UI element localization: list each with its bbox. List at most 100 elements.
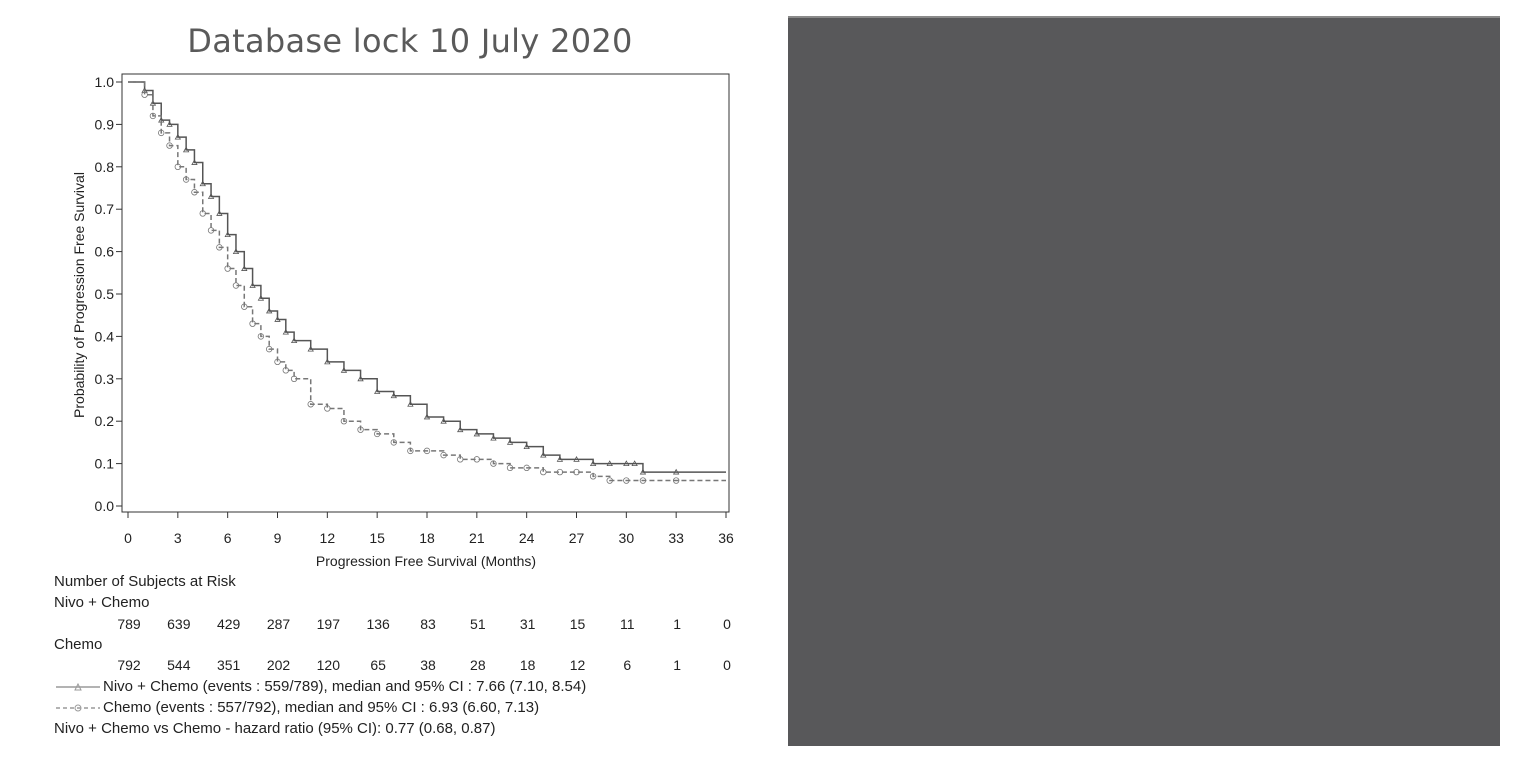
chart-title: Database lock 10 July 2020 xyxy=(187,22,633,60)
censor-mark-nivo xyxy=(490,434,497,441)
censor-mark-nivo xyxy=(290,337,298,344)
blank-gray-panel xyxy=(788,16,1500,746)
y-tick-label: 0.2 xyxy=(95,413,115,429)
censor-mark-chemo xyxy=(473,456,481,463)
censor-mark-nivo xyxy=(174,133,182,140)
at-risk-count: 31 xyxy=(519,616,536,632)
x-axis-label: Progression Free Survival (Months) xyxy=(316,553,536,569)
series-chemo-line xyxy=(128,81,726,482)
censor-mark-chemo xyxy=(556,468,564,476)
at-risk-count: 429 xyxy=(216,616,241,632)
censor-mark-chemo xyxy=(182,176,190,183)
censor-mark-nivo xyxy=(407,400,414,407)
y-tick-label: 0.9 xyxy=(95,116,115,132)
y-tick-label: 0.1 xyxy=(95,456,115,472)
censor-mark-chemo xyxy=(249,320,256,327)
censor-mark-nivo xyxy=(623,460,630,466)
censor-mark-chemo xyxy=(407,447,414,455)
km-chart: 0 3 6 9 12 15 18 21 24 27 30 33 360.00.10.20.30.40.5… xyxy=(71,73,734,569)
censor-mark-chemo xyxy=(274,358,281,366)
y-tick-label: 0.5 xyxy=(95,286,115,302)
at-risk-count: 51 xyxy=(470,616,486,632)
censor-mark-nivo xyxy=(440,417,447,424)
at-risk-count: 789 xyxy=(117,616,141,632)
censor-mark-chemo xyxy=(166,142,173,149)
at-risk-count: 0 xyxy=(723,657,731,673)
censor-mark-chemo xyxy=(241,303,248,310)
at-risk-count: 28 xyxy=(470,657,486,673)
at-risk-count: 11 xyxy=(620,616,635,632)
censor-mark-chemo xyxy=(672,477,680,484)
legend-key-nivo xyxy=(56,682,100,691)
x-tick-label: 6 xyxy=(224,530,232,546)
y-axis-label: Probability of Progression Free Survival xyxy=(71,172,87,418)
at-risk-count: 639 xyxy=(167,616,191,632)
legend-nivo: Nivo + Chemo (events : 559/789), median … xyxy=(103,678,587,695)
censor-mark-chemo xyxy=(440,451,447,459)
censor-mark-nivo xyxy=(373,388,381,394)
y-tick-label: 0.0 xyxy=(95,498,115,514)
censor-mark-chemo xyxy=(523,464,530,472)
hazard-ratio-text: Nivo + Chemo vs Chemo - hazard ratio (95… xyxy=(54,720,496,737)
censor-mark-nivo xyxy=(457,426,464,433)
censor-mark-nivo xyxy=(282,328,289,335)
y-tick-label: 0.4 xyxy=(95,328,115,344)
legend-key-chemo xyxy=(56,704,100,712)
at-risk-count: 15 xyxy=(569,616,586,632)
at-risk-count: 202 xyxy=(266,657,291,673)
x-tick-label: 33 xyxy=(668,530,684,546)
at-risk-count: 1 xyxy=(673,657,682,673)
y-tick-label: 0.6 xyxy=(95,244,115,260)
series-nivo-chemo-line xyxy=(128,81,726,473)
x-tick-label: 12 xyxy=(320,530,336,546)
at-risk-group-nivo: Nivo + Chemo xyxy=(54,594,150,611)
censor-mark-chemo xyxy=(216,244,223,251)
censor-mark-nivo xyxy=(473,430,481,437)
censor-mark-nivo xyxy=(631,460,638,466)
at-risk-count: 65 xyxy=(370,657,386,673)
at-risk-count: 12 xyxy=(569,657,586,673)
censor-mark-chemo xyxy=(282,367,290,374)
censor-mark-chemo xyxy=(232,282,240,289)
x-tick-label: 30 xyxy=(619,530,635,546)
censor-mark-chemo xyxy=(149,112,157,120)
censor-mark-nivo xyxy=(606,460,613,466)
censor-mark-chemo xyxy=(324,405,331,412)
censor-mark-chemo xyxy=(589,473,597,480)
censor-mark-nivo xyxy=(166,121,173,127)
censor-mark-chemo xyxy=(457,456,464,463)
x-tick-label: 27 xyxy=(569,530,585,546)
censor-mark-chemo xyxy=(373,430,381,438)
at-risk-count: 544 xyxy=(167,657,191,673)
censor-mark-nivo xyxy=(540,451,547,458)
censor-mark-chemo xyxy=(506,464,514,472)
x-tick-label: 15 xyxy=(369,530,385,546)
censor-mark-nivo xyxy=(199,180,206,187)
censor-mark-chemo xyxy=(141,91,148,98)
censor-mark-nivo xyxy=(216,210,223,216)
y-tick-label: 0.7 xyxy=(95,201,115,217)
x-tick-label: 36 xyxy=(718,530,734,546)
censor-mark-chemo xyxy=(158,129,165,137)
x-tick-label: 0 xyxy=(124,530,132,546)
censor-mark-nivo xyxy=(639,468,647,475)
censor-mark-nivo xyxy=(241,265,248,271)
censor-mark-chemo xyxy=(357,426,364,433)
x-tick-label: 21 xyxy=(469,530,485,546)
censor-mark-chemo xyxy=(390,439,397,446)
censor-mark-nivo xyxy=(423,413,431,420)
censor-mark-nivo xyxy=(249,282,256,288)
censor-mark-chemo xyxy=(199,210,206,217)
at-risk-count: 351 xyxy=(216,657,241,673)
censor-mark-chemo xyxy=(573,468,580,476)
at-risk-group-chemo: Chemo xyxy=(54,636,103,653)
plot-frame xyxy=(121,73,730,513)
at-risk-count: 197 xyxy=(316,616,341,632)
censor-mark-chemo xyxy=(191,189,198,196)
censor-mark-nivo xyxy=(307,345,314,352)
legend-chemo: Chemo (events : 557/792), median and 95%… xyxy=(103,699,540,716)
censor-mark-chemo xyxy=(490,460,497,467)
censor-mark-chemo xyxy=(606,477,613,484)
censor-mark-nivo xyxy=(266,307,273,314)
censor-mark-nivo xyxy=(357,375,364,382)
